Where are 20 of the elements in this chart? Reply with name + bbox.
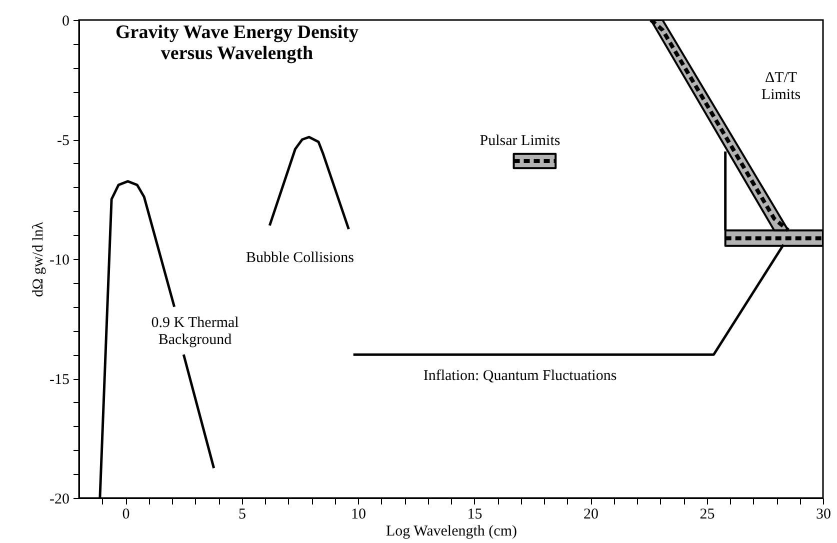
text: Gravity Wave Energy Density versus Wavelength <box>116 22 359 64</box>
y-tick-label: -15 <box>50 372 70 388</box>
x-axis-title: Log Wavelength (cm) <box>386 524 517 540</box>
y-tick-label: -5 <box>57 133 70 149</box>
annotation: Pulsar Limits <box>480 133 560 149</box>
y-tick-label: 0 <box>62 14 70 30</box>
y-tick-label: -10 <box>50 252 70 268</box>
x-tick-label: 10 <box>351 506 366 522</box>
y-axis-title: dΩ gw/d lnλ <box>30 221 47 298</box>
annotation: Inflation: Quantum Fluctuations <box>423 368 617 384</box>
x-tick-label: 20 <box>584 506 598 522</box>
x-tick-label: 30 <box>816 506 831 522</box>
y-tick-label: -20 <box>50 492 70 508</box>
x-tick-label: 15 <box>467 506 482 522</box>
x-tick-label: 0 <box>122 506 130 522</box>
annotation: ΔT/T Limits <box>761 70 801 103</box>
x-tick-label: 5 <box>238 506 246 522</box>
annotation: Bubble Collisions <box>246 250 354 266</box>
annotation: 0.9 K Thermal Background <box>151 315 239 348</box>
x-tick-label: 25 <box>700 506 715 522</box>
